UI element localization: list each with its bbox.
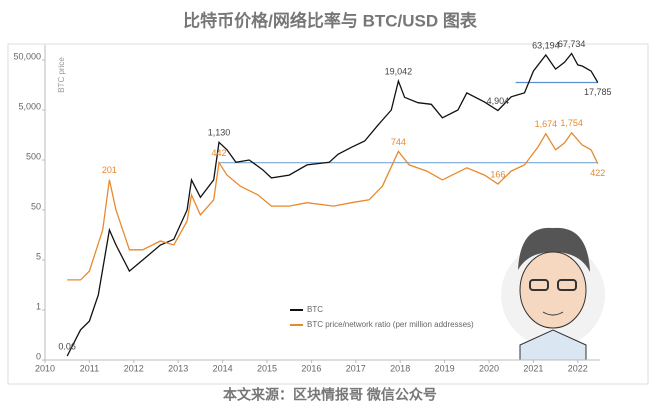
x-tick-label: 2012 (124, 363, 144, 373)
annotation: 67,734 (558, 39, 586, 49)
y-axis-label: BTC price (57, 57, 66, 93)
x-tick-label: 2018 (390, 363, 410, 373)
x-tick-label: 2014 (213, 363, 233, 373)
y-tick-label: 5 (36, 251, 41, 261)
legend-label: BTC price/network ratio (per million add… (307, 320, 474, 329)
y-tick-label: 5,000 (18, 101, 41, 111)
x-tick-label: 2020 (479, 363, 499, 373)
x-tick-label: 2011 (80, 363, 99, 373)
chart-title: 比特币价格/网络比率与 BTC/USD 图表 (183, 10, 478, 30)
x-tick-label: 2019 (435, 363, 455, 373)
annotation: 1,754 (560, 118, 583, 128)
y-tick-label: 50,000 (13, 51, 41, 61)
avatar (501, 227, 605, 361)
y-tick-label: 1 (36, 301, 41, 311)
source: 本文来源：区块情报哥 微信公众号 (223, 387, 437, 403)
x-tick-label: 2013 (168, 363, 188, 373)
annotation: 19,042 (385, 66, 413, 76)
x-tick-label: 2015 (257, 363, 277, 373)
y-tick-label: 50 (31, 201, 41, 211)
y-tick-label: 500 (26, 151, 41, 161)
annotation: 17,785 (584, 87, 612, 97)
annotation: 1,674 (535, 119, 558, 129)
annotation: 422 (590, 168, 605, 178)
series-line (67, 131, 599, 281)
x-tick-label: 2021 (523, 363, 543, 373)
legend-label: BTC (307, 305, 323, 314)
y-tick-label: 0 (36, 351, 41, 361)
annotation: 744 (391, 137, 406, 147)
annotation: 0.06 (58, 341, 76, 351)
annotation: 166 (490, 169, 505, 179)
annotation: 201 (102, 165, 117, 175)
series-line (66, 52, 599, 357)
x-tick-label: 2017 (346, 363, 366, 373)
x-tick-label: 2016 (301, 363, 321, 373)
annotation: 4,904 (487, 96, 510, 106)
annotation: 63,194 (532, 40, 560, 50)
x-tick-label: 2022 (568, 363, 588, 373)
annotation: 442 (212, 148, 227, 158)
x-tick-label: 2010 (35, 363, 55, 373)
annotation: 1,130 (208, 128, 231, 138)
